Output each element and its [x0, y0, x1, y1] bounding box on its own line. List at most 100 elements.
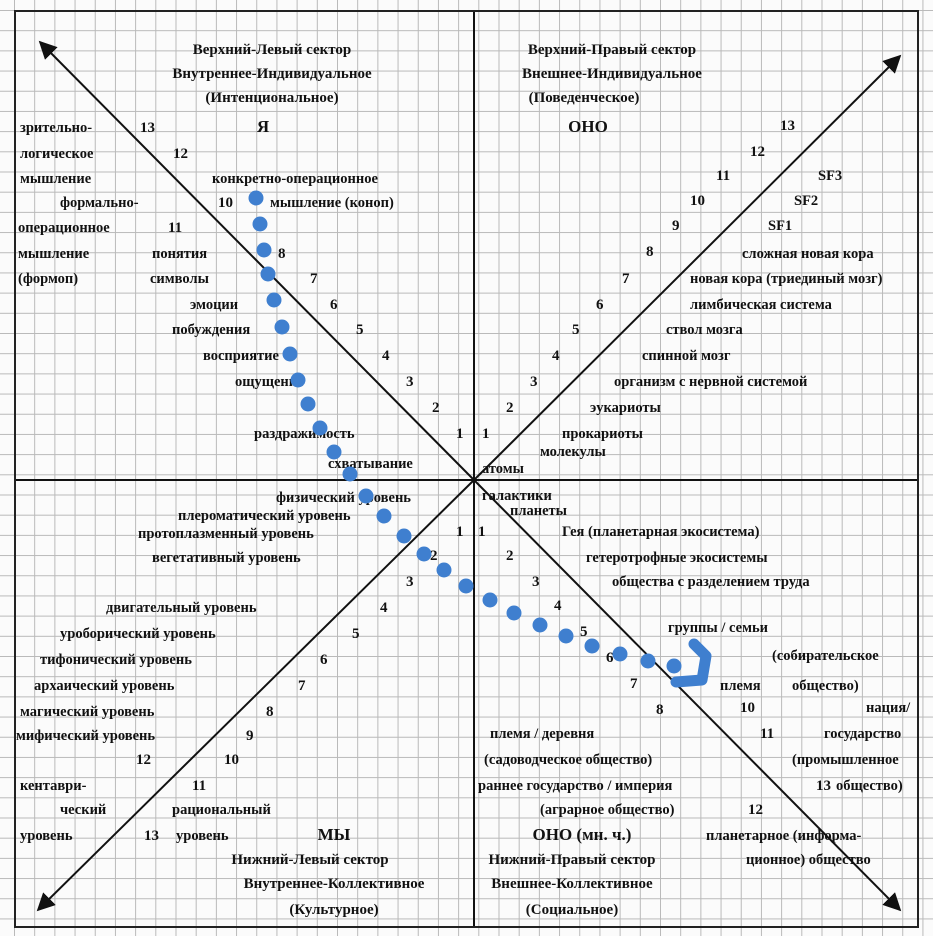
ul-label-vision-2: логическое [20, 146, 94, 162]
ll-num-13: 13 [144, 828, 159, 844]
ll-label-protoplasmic: протоплазменный уровень [138, 526, 314, 542]
blue-checkmark [670, 638, 712, 688]
blue-dot-path [248, 190, 682, 674]
ul-num-3: 3 [406, 374, 414, 390]
ul-num-13: 13 [140, 120, 155, 136]
ur-label-sf1: SF1 [768, 218, 792, 234]
lr-num-3: 3 [532, 574, 540, 590]
lr-label-nation-4: общество) [836, 778, 903, 794]
ll-num-7: 7 [298, 678, 306, 694]
blue-dot [312, 420, 328, 436]
blue-dot [260, 266, 276, 282]
lr-label-forager-1: (собирательское [772, 648, 879, 664]
ul-label-impulses: побуждения [172, 322, 250, 338]
blue-dot [342, 466, 358, 482]
lr-label-groups: группы / семьи [668, 620, 768, 636]
ll-num-10: 10 [224, 752, 239, 768]
ur-label-sf2: SF2 [794, 193, 818, 209]
lr-label-empire-1: раннее государство / империя [478, 778, 672, 794]
ll-label-uroboric: уроборический уровень [60, 626, 216, 642]
ul-label-formop-1: формально- [60, 195, 139, 211]
ul-label-formop-4: (формоп) [18, 271, 78, 287]
blue-dot [290, 372, 306, 388]
ul-num-8: 8 [278, 246, 286, 262]
ll-label-archaic: архаический уровень [34, 678, 175, 694]
ul-pronoun: Я [257, 117, 269, 136]
ll-label-centaur-2: ческий [60, 802, 106, 818]
ll-num-11: 11 [192, 778, 206, 794]
blue-dot [666, 658, 682, 674]
ll-num-1: 1 [456, 524, 464, 540]
blue-dot [584, 638, 600, 654]
ul-label-vision-3: мышление [20, 171, 92, 187]
blue-dot [416, 546, 432, 562]
blue-dot [358, 488, 374, 504]
ul-sector-title: Верхний-Левый сектор [193, 42, 352, 58]
ll-label-magic: магический уровень [20, 704, 155, 720]
lr-label-hetero-2: общества с разделением труда [612, 574, 810, 590]
lr-label-galaxies: галактики [482, 488, 552, 504]
lr-label-planetary-1: планетарное (информа- [706, 828, 862, 844]
ur-num-2: 2 [506, 400, 514, 416]
ll-pronoun: МЫ [318, 825, 351, 844]
ur-label-neocortex-complex: сложная новая кора [742, 246, 874, 262]
ur-num-12: 12 [750, 144, 765, 160]
ur-num-5: 5 [572, 322, 580, 338]
lr-label-village-2: (садоводческое общество) [484, 752, 652, 768]
lr-num-7: 7 [630, 676, 638, 692]
ul-label-sensation: ощущение [235, 374, 304, 390]
ll-num-12: 12 [136, 752, 151, 768]
diagonal-ne-arrow [473, 54, 902, 481]
lr-label-nation-1: нация/ [866, 700, 911, 716]
ur-label-brainstem: ствол мозга [666, 322, 743, 338]
lr-label-forager-2: общество) [792, 678, 859, 694]
lr-num-6: 6 [606, 650, 614, 666]
ll-sector-subtitle: Внутреннее-Коллективное [244, 876, 425, 892]
ul-num-11: 11 [168, 220, 182, 236]
lr-num-5: 5 [580, 624, 588, 640]
ul-label-formop-2: операционное [18, 220, 110, 236]
ul-num-6: 6 [330, 297, 338, 313]
ul-num-5: 5 [356, 322, 364, 338]
ur-num-7: 7 [622, 271, 630, 287]
lr-num-8: 8 [656, 702, 664, 718]
lr-label-planets: планеты [510, 503, 567, 519]
ul-sector-subtitle: Внутреннее-Индивидуальное [172, 66, 372, 82]
lr-sector-subtitle: Внешнее-Коллективное [491, 876, 653, 892]
diagonal-nw-arrow [38, 40, 475, 481]
ul-label-vision-1: зрительно- [20, 120, 92, 136]
blue-dot [274, 319, 290, 335]
blue-dot [396, 528, 412, 544]
ul-num-1: 1 [456, 426, 464, 442]
ur-sector-subtitle: Внешнее-Индивидуальное [522, 66, 702, 82]
ul-label-prehension: схватывание [328, 456, 413, 472]
diagram-frame [14, 10, 919, 928]
blue-dot [300, 396, 316, 412]
ul-label-concop-2: мышление (коноп) [270, 195, 394, 211]
blue-dot [248, 190, 264, 206]
ul-sector-type: (Интенциональное) [205, 90, 338, 106]
lr-label-nation-3: (промышленное [792, 752, 899, 768]
ll-label-pleromatic: плероматический уровень [178, 508, 351, 524]
ur-label-sf3: SF3 [818, 168, 842, 184]
lr-num-11: 11 [760, 726, 774, 742]
lr-label-planetary-2: ционное) общество [746, 852, 871, 868]
lr-label-gaia: Гея (планетарная экосистема) [562, 524, 760, 540]
blue-dot [266, 292, 282, 308]
ll-num-4: 4 [380, 600, 388, 616]
ul-num-12: 12 [173, 146, 188, 162]
ll-label-centaur-1: кентаври- [20, 778, 87, 794]
lr-num-2: 2 [506, 548, 514, 564]
diagonal-se-arrow [473, 479, 902, 912]
blue-dot [376, 508, 392, 524]
ur-label-prokaryotes: прокариоты [562, 426, 643, 442]
ul-label-concop-1: конкретно-операционное [212, 171, 378, 187]
ll-label-rational-1: рациональный [172, 802, 271, 818]
ul-label-formop-3: мышление [18, 246, 90, 262]
ur-label-limbic: лимбическая система [690, 297, 833, 313]
lr-num-12: 12 [748, 802, 763, 818]
ur-num-10: 10 [690, 193, 705, 209]
blue-dot [326, 444, 342, 460]
